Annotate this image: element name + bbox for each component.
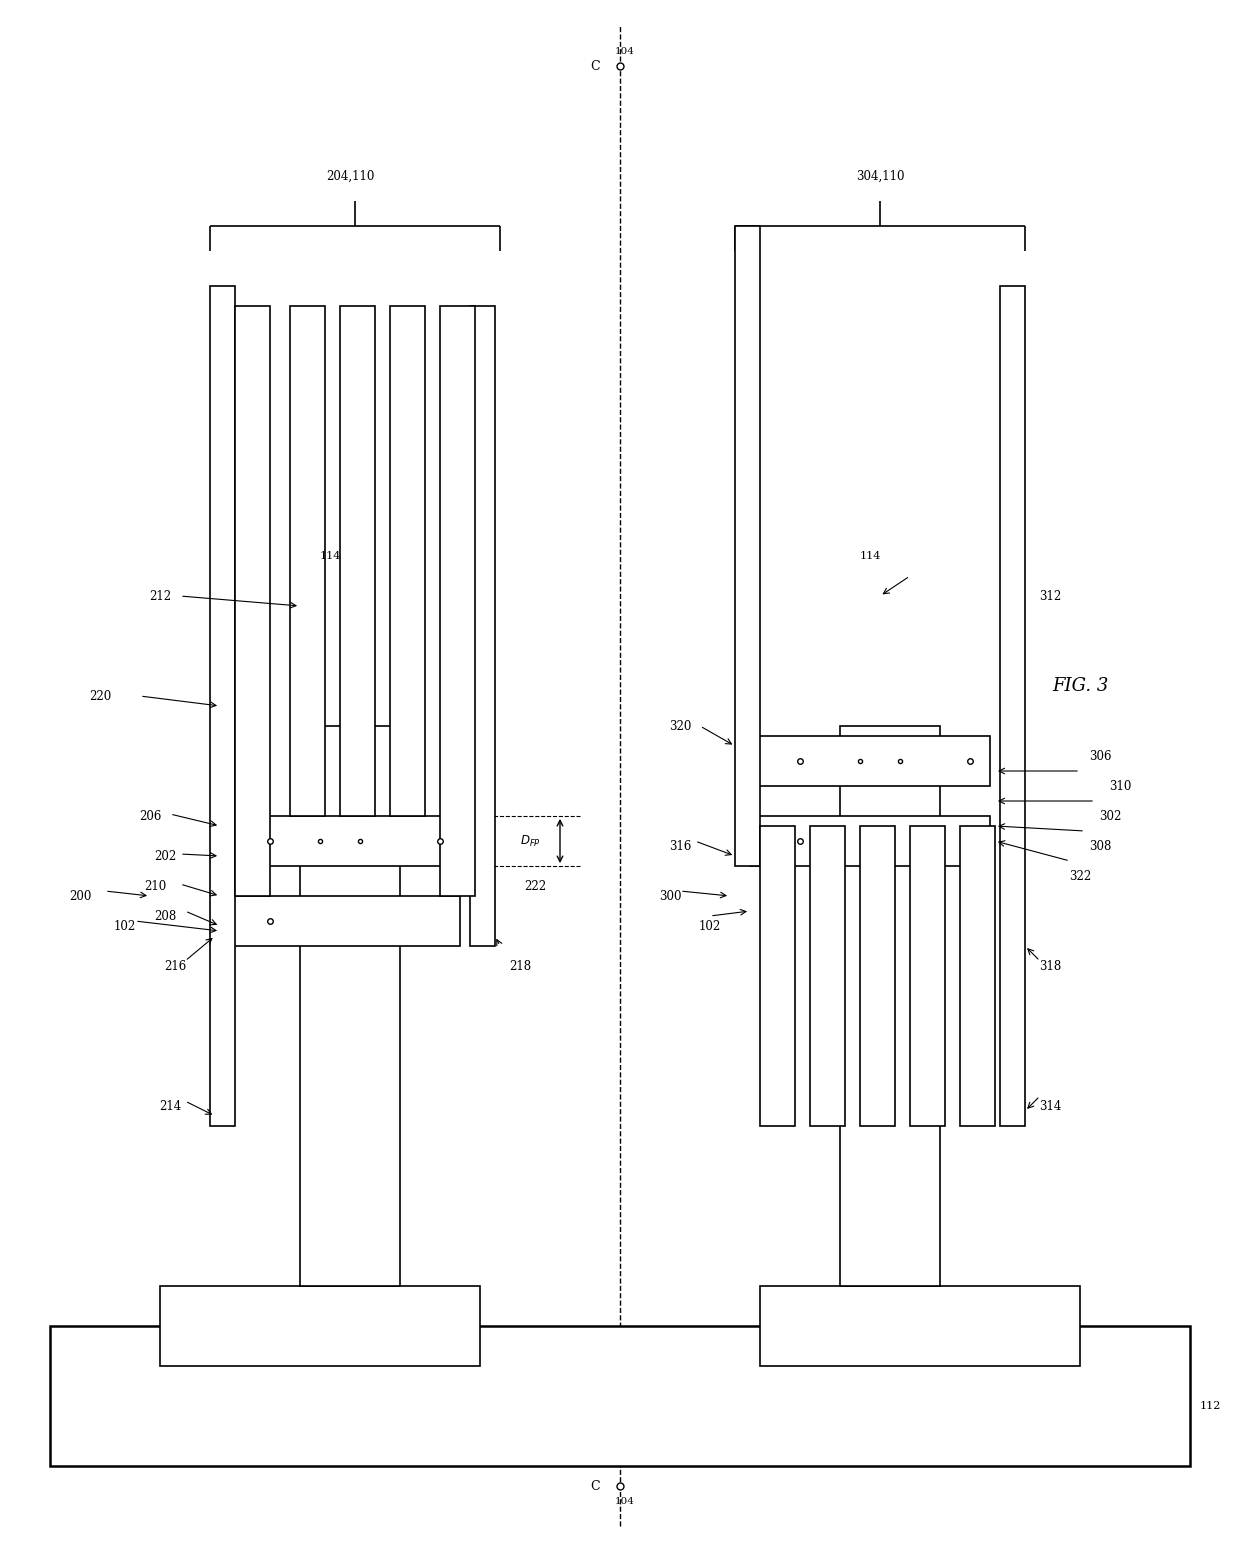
Bar (300, 727, 401, 1286)
Text: 320: 320 (668, 719, 691, 733)
Text: 212: 212 (149, 589, 171, 603)
Text: 314: 314 (1039, 1099, 1061, 1113)
Text: 316: 316 (668, 839, 691, 852)
Bar (999, 286, 1025, 1125)
Text: 208: 208 (154, 909, 176, 923)
Text: C: C (590, 59, 600, 73)
Text: 102: 102 (699, 920, 722, 932)
Text: 114: 114 (320, 550, 341, 561)
Text: 200: 200 (68, 889, 92, 903)
Bar (210, 286, 236, 1125)
Bar (50, 1326, 1190, 1466)
Text: 210: 210 (144, 880, 166, 892)
Bar (810, 826, 844, 1125)
Bar (236, 306, 270, 897)
Text: 112: 112 (1199, 1401, 1220, 1411)
Text: 220: 220 (89, 690, 112, 702)
Text: 206: 206 (139, 810, 161, 822)
Bar (219, 897, 460, 946)
Bar (861, 826, 895, 1125)
Text: 102: 102 (114, 920, 136, 932)
Text: 214: 214 (159, 1099, 181, 1113)
Bar (960, 826, 994, 1125)
Bar (160, 1286, 480, 1367)
Text: 216: 216 (164, 960, 186, 972)
Bar (391, 306, 425, 816)
Text: $D_{FP}$: $D_{FP}$ (520, 833, 541, 849)
Text: FIG. 3: FIG. 3 (1052, 677, 1109, 696)
Text: 308: 308 (1089, 839, 1111, 852)
Bar (340, 306, 374, 816)
Bar (750, 736, 990, 785)
Text: 310: 310 (1109, 779, 1131, 793)
Text: 104: 104 (615, 1497, 635, 1506)
Bar (219, 816, 460, 866)
Text: 304,110: 304,110 (856, 170, 904, 182)
Bar (440, 306, 475, 897)
Text: 306: 306 (1089, 750, 1111, 762)
Text: 302: 302 (1099, 810, 1121, 822)
Text: 322: 322 (1069, 869, 1091, 883)
Bar (750, 816, 990, 866)
Bar (839, 727, 940, 1286)
Text: 202: 202 (154, 849, 176, 863)
Bar (470, 306, 495, 946)
Text: 104: 104 (615, 46, 635, 56)
Bar (290, 306, 325, 816)
Text: 222: 222 (525, 880, 546, 892)
Bar (760, 1286, 1080, 1367)
Bar (760, 826, 795, 1125)
Text: 312: 312 (1039, 589, 1061, 603)
Text: 300: 300 (658, 889, 681, 903)
Text: 204,110: 204,110 (326, 170, 374, 182)
Bar (910, 826, 945, 1125)
Text: C: C (590, 1480, 600, 1492)
Text: 114: 114 (859, 550, 880, 561)
Text: 218: 218 (508, 960, 531, 972)
Bar (735, 226, 760, 866)
Text: 318: 318 (1039, 960, 1061, 972)
